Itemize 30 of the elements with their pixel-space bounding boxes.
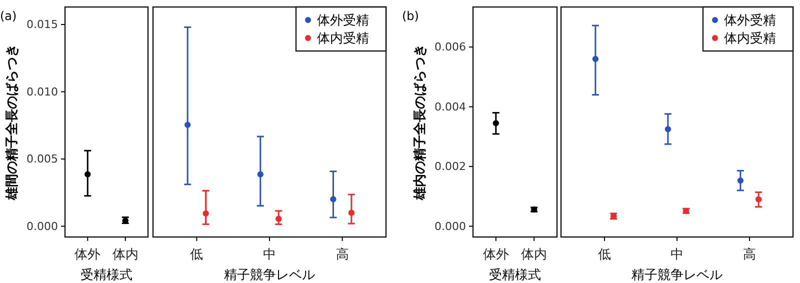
x-tick-label: 低 [190, 247, 204, 262]
x-tick-label: 高 [336, 246, 349, 262]
y-axis-title: 雄内の精子全長のばらつき [413, 44, 428, 201]
x-tick-label: 体内 [112, 247, 138, 262]
y-tick-label: 0.005 [26, 152, 58, 166]
legend-label: 体内受精 [724, 32, 776, 47]
y-tick-label: 0.002 [434, 160, 466, 174]
x-tick-label: 高 [743, 246, 756, 262]
legend-label: 体内受精 [317, 32, 369, 47]
x-tick-label: 体外 [74, 247, 101, 262]
legend-label: 体外受精 [317, 14, 369, 29]
y-tick-label: 0.015 [26, 18, 58, 32]
y-tick-label: 0.000 [434, 220, 466, 233]
y-tick-label: 0.006 [434, 40, 466, 54]
chart-title: (b) [402, 9, 419, 23]
y-tick-label: 0.010 [26, 85, 58, 98]
x-axis-title: 精子競争レベル [224, 268, 315, 283]
x-axis-title: 受精様式 [80, 268, 132, 283]
chart-title: (a) [0, 9, 17, 23]
y-axis-title: 雄間の精子全長のばらつき [5, 44, 20, 201]
x-tick-label: 中 [263, 247, 276, 262]
x-axis-title: 受精様式 [489, 268, 541, 283]
x-axis-title: 精子競争レベル [632, 268, 722, 283]
y-tick-label: 0.000 [26, 220, 58, 233]
x-tick-label: 体外 [482, 247, 509, 262]
y-tick-label: 0.004 [434, 100, 466, 114]
x-tick-label: 中 [670, 247, 684, 262]
x-tick-label: 体内 [521, 247, 548, 262]
x-tick-label: 低 [598, 247, 611, 262]
legend-label: 体外受精 [724, 14, 776, 29]
